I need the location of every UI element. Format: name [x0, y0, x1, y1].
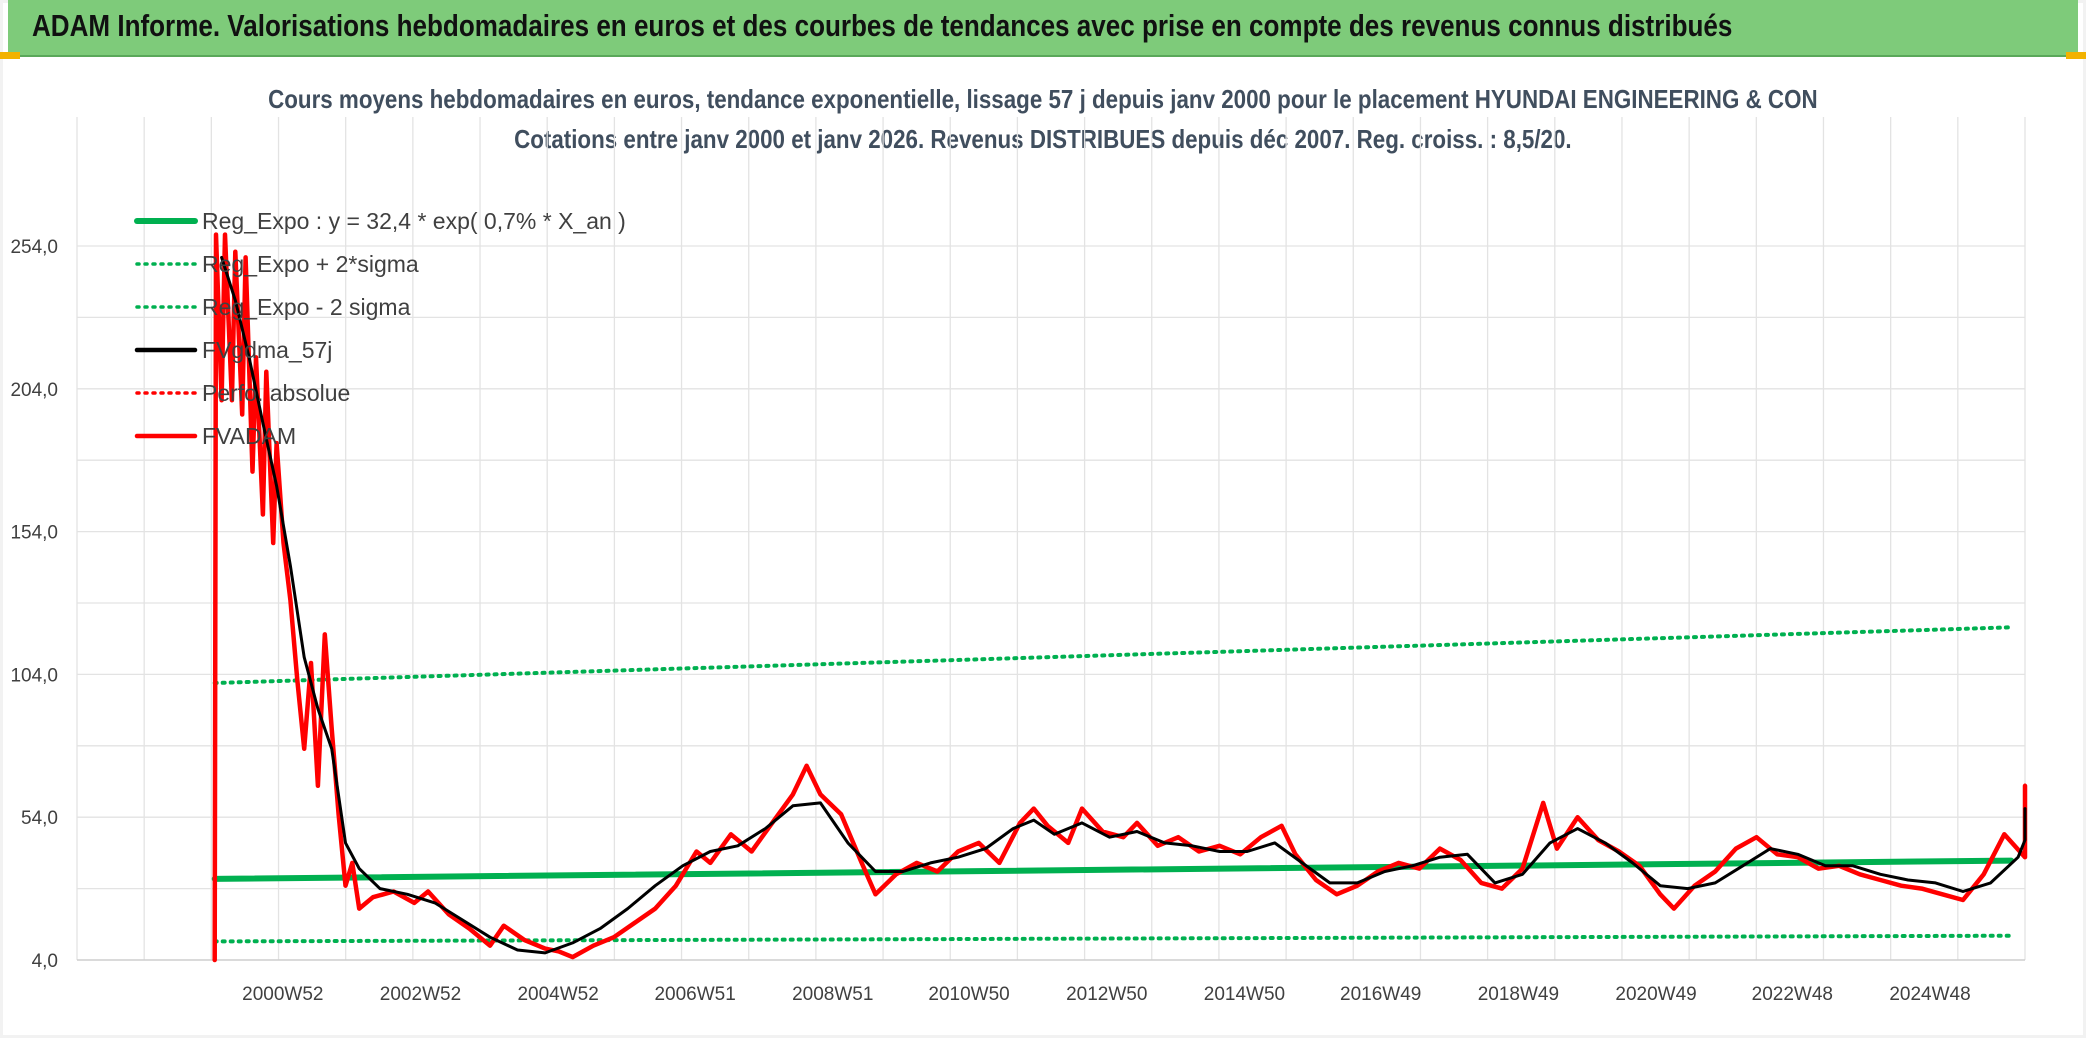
- x-tick-label: 2006W51: [654, 984, 735, 1005]
- report-title: ADAM Informe. Valorisations hebdomadaire…: [32, 8, 1733, 43]
- x-tick-label: 2018W49: [1478, 984, 1559, 1005]
- legend-label-1: Reg_Expo + 2*sigma: [202, 251, 419, 277]
- x-tick-label: 2020W49: [1615, 984, 1696, 1005]
- x-tick-label: 2022W48: [1752, 984, 1833, 1005]
- x-tick-label: 2004W52: [517, 984, 598, 1005]
- series-line-5: [212, 232, 2028, 963]
- x-tick-label: 2016W49: [1340, 984, 1421, 1005]
- y-tick-label: 254,0: [10, 237, 58, 258]
- legend-label-0: Reg_Expo : y = 32,4 * exp( 0,7% * X_an ): [202, 208, 626, 234]
- header-corner-left: [0, 52, 20, 59]
- x-tick-label: 2024W48: [1889, 984, 1970, 1005]
- chart-subtitle: Cotations entre janv 2000 et janv 2026. …: [514, 124, 1572, 154]
- legend-label-5: FVADAM: [202, 423, 296, 449]
- x-tick-label: 2012W50: [1066, 984, 1147, 1005]
- x-tick-label: 2008W51: [792, 984, 873, 1005]
- y-tick-label: 154,0: [10, 523, 58, 544]
- chart-title: Cours moyens hebdomadaires en euros, ten…: [268, 84, 1818, 114]
- series-line-0: [211, 857, 2015, 882]
- y-tick-label: 54,0: [21, 808, 58, 829]
- y-tick-label: 204,0: [10, 380, 58, 401]
- series-line-1: [212, 625, 2014, 685]
- y-tick-label: 4,0: [32, 951, 58, 972]
- header-corner-right: [2066, 52, 2086, 59]
- x-tick-label: 2010W50: [928, 984, 1009, 1005]
- series-line-3: [220, 255, 2027, 955]
- legend-label-2: Reg_Expo - 2 sigma: [202, 294, 411, 320]
- series-line-2: [212, 933, 2014, 944]
- report-header-bar: ADAM Informe. Valorisations hebdomadaire…: [8, 0, 2078, 57]
- x-tick-label: 2002W52: [380, 984, 461, 1005]
- x-tick-label: 2000W52: [242, 984, 323, 1005]
- chart-subtitle-container: Cotations entre janv 2000 et janv 2026. …: [0, 124, 2086, 155]
- x-tick-label: 2014W50: [1204, 984, 1285, 1005]
- y-tick-label: 104,0: [10, 665, 58, 686]
- legend-label-4: Perfo. absolue: [202, 380, 350, 406]
- legend-label-3: FVgdma_57j: [202, 337, 332, 363]
- chart-title-container: Cours moyens hebdomadaires en euros, ten…: [0, 84, 2086, 115]
